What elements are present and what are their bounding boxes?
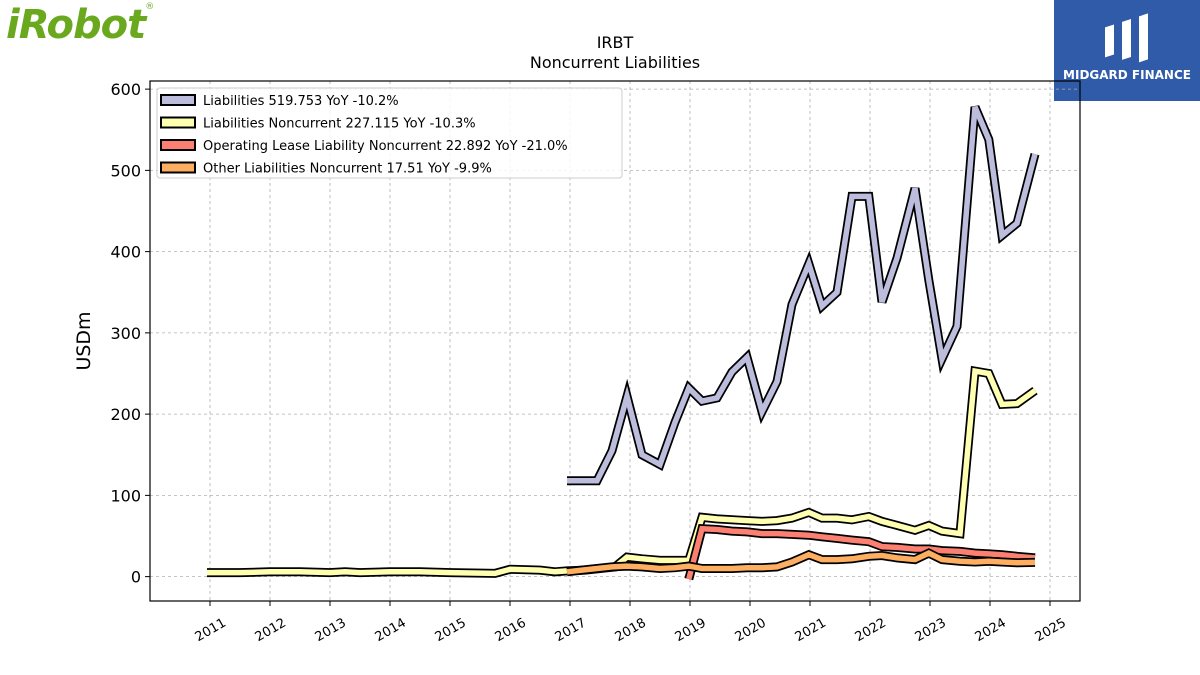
legend-entry: Operating Lease Liability Noncurrent 22.… bbox=[203, 139, 568, 154]
y-tick-label: 200 bbox=[110, 405, 141, 424]
series-line-fill bbox=[567, 105, 1038, 484]
x-tick-label: 2017 bbox=[553, 616, 589, 646]
y-tick-label: 400 bbox=[110, 243, 141, 262]
legend-swatch bbox=[160, 94, 196, 106]
x-tick-label: 2019 bbox=[673, 616, 709, 646]
chart-subtitle: Noncurrent Liabilities bbox=[530, 53, 700, 72]
legend-entry: Other Liabilities Noncurrent 17.51 YoY -… bbox=[203, 162, 492, 177]
x-tick-label: 2014 bbox=[373, 616, 409, 646]
series-line-4 bbox=[566, 548, 1036, 577]
x-tick-label: 2016 bbox=[493, 616, 529, 646]
legend-swatch bbox=[160, 161, 196, 174]
midgard-emblem-icon bbox=[1054, 8, 1200, 68]
legend: Liabilities 519.753 YoY -10.2% Liabilitie… bbox=[156, 87, 623, 179]
midgard-finance-logo: MIDGARD FINANCE bbox=[1054, 0, 1200, 101]
legend-swatch bbox=[160, 139, 196, 151]
legend-entry: Liabilities 519.753 YoY -10.2% bbox=[203, 94, 399, 109]
plot-frame bbox=[149, 80, 1081, 602]
y-tick-label: 300 bbox=[110, 324, 141, 343]
series-line-fill bbox=[207, 367, 1037, 577]
midgard-finance-name: MIDGARD FINANCE bbox=[1063, 68, 1191, 82]
x-tick-label: 2025 bbox=[1033, 616, 1069, 646]
x-tick-label: 2022 bbox=[853, 616, 889, 646]
y-tick-label: 100 bbox=[110, 486, 141, 505]
series-line-1 bbox=[567, 105, 1040, 486]
series-line-3 bbox=[684, 524, 1036, 581]
irobot-logo: iRobot® bbox=[6, 2, 154, 48]
series-lines bbox=[207, 105, 1040, 581]
x-tick-label: 2015 bbox=[433, 616, 469, 646]
y-tick-label: 500 bbox=[110, 161, 141, 180]
legend-swatch bbox=[160, 116, 196, 129]
x-tick-label: 2011 bbox=[193, 616, 229, 646]
x-tick-label: 2020 bbox=[733, 616, 769, 646]
series-line-fill bbox=[686, 525, 1036, 580]
x-tick-label: 2021 bbox=[793, 616, 829, 646]
y-axis-label: USDm bbox=[73, 311, 95, 370]
x-tick-label: 2013 bbox=[313, 616, 349, 646]
x-tick-label: 2012 bbox=[253, 616, 289, 646]
series-line-fill bbox=[566, 550, 1036, 575]
y-tick-label: 600 bbox=[110, 80, 141, 99]
x-tick-label: 2018 bbox=[613, 616, 649, 646]
x-tick-label: 2023 bbox=[913, 616, 949, 646]
chart-title: IRBT bbox=[597, 33, 634, 52]
x-tick-label: 2024 bbox=[973, 616, 1009, 646]
legend-entry: Liabilities Noncurrent 227.115 YoY -10.3… bbox=[203, 117, 476, 132]
legend-box bbox=[156, 87, 623, 179]
series-line-outline bbox=[567, 105, 1040, 486]
series-line-2 bbox=[207, 365, 1038, 578]
y-tick-label: 0 bbox=[131, 568, 141, 587]
